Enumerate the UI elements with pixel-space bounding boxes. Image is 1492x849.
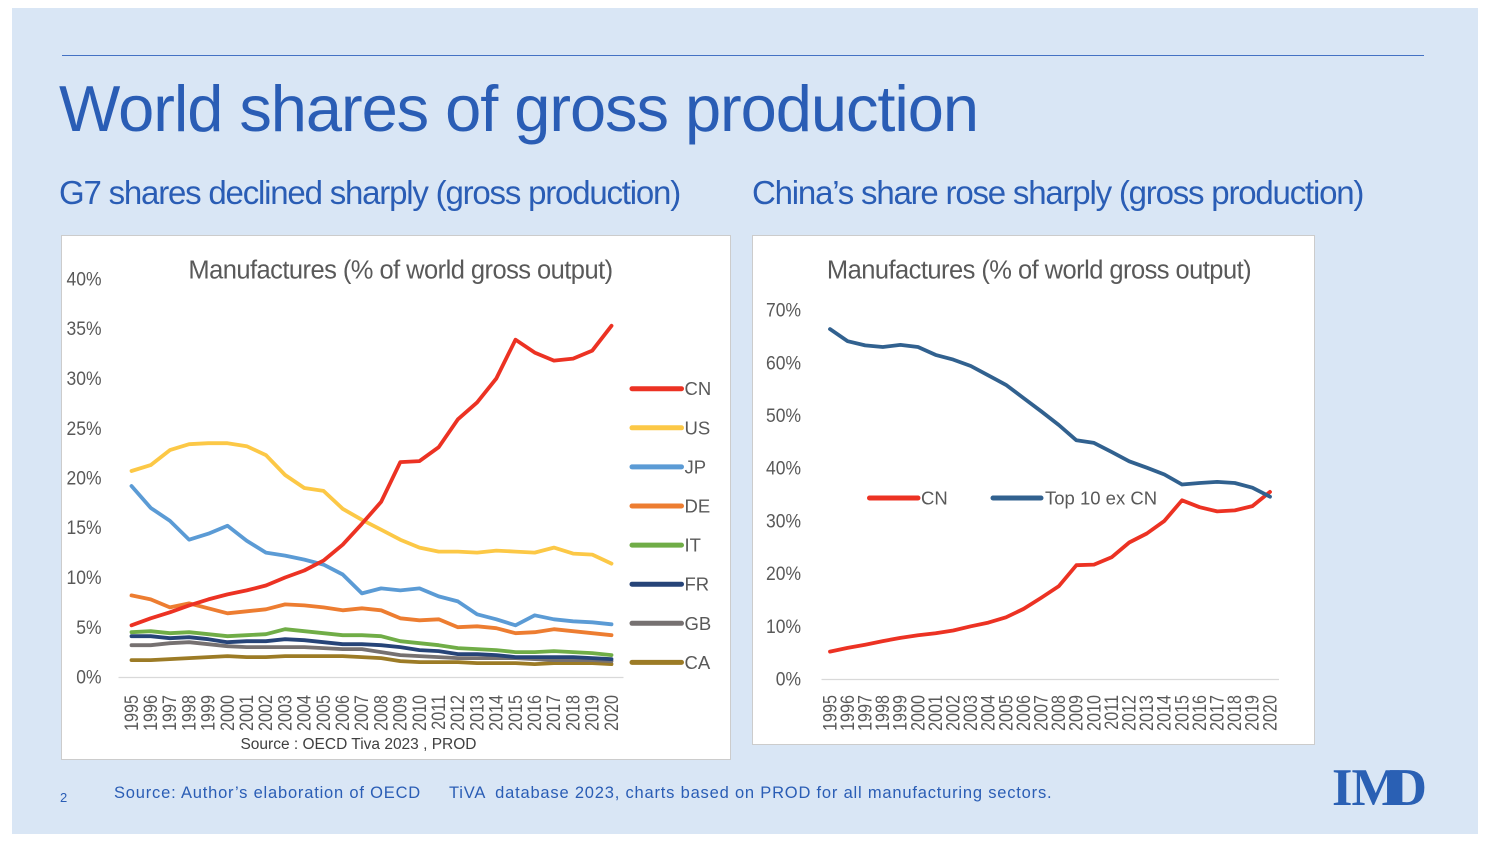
svg-text:2014: 2014 [1153,695,1175,731]
svg-text:1997: 1997 [854,695,876,731]
svg-text:Top 10 ex CN: Top 10 ex CN [1045,488,1157,509]
svg-text:40%: 40% [66,268,101,290]
svg-text:IT: IT [684,535,700,556]
svg-text:2000: 2000 [907,695,929,731]
svg-text:35%: 35% [66,318,101,340]
svg-text:2018: 2018 [562,695,584,731]
svg-text:2019: 2019 [1241,695,1263,731]
svg-text:1995: 1995 [120,695,142,731]
svg-text:1999: 1999 [889,695,911,731]
svg-text:2020: 2020 [600,695,622,731]
svg-text:20%: 20% [766,562,801,584]
svg-text:2005: 2005 [312,695,334,731]
svg-text:D: D [1389,759,1427,817]
svg-text:CN: CN [684,378,711,399]
svg-text:2013: 2013 [466,695,488,731]
svg-text:20%: 20% [66,467,101,489]
svg-text:30%: 30% [766,510,801,532]
svg-text:2003: 2003 [960,695,982,731]
svg-text:2009: 2009 [1065,695,1087,731]
svg-text:2007: 2007 [350,695,372,731]
svg-text:2010: 2010 [1083,695,1105,731]
svg-text:2011: 2011 [427,695,449,730]
svg-text:2014: 2014 [485,695,507,731]
svg-text:2011: 2011 [1101,695,1123,730]
svg-text:2017: 2017 [1206,695,1228,731]
svg-text:25%: 25% [66,417,101,439]
svg-text:1996: 1996 [139,695,161,731]
svg-text:M: M [1352,759,1402,817]
svg-text:2002: 2002 [942,695,964,731]
svg-text:2003: 2003 [274,695,296,731]
svg-text:2009: 2009 [389,695,411,731]
svg-text:2018: 2018 [1224,695,1246,731]
svg-text:CA: CA [684,652,710,673]
svg-text:FR: FR [684,574,709,595]
svg-text:2010: 2010 [408,695,430,731]
svg-text:2006: 2006 [1013,695,1035,731]
svg-text:1995: 1995 [819,695,841,731]
svg-text:50%: 50% [766,404,801,426]
svg-text:2016: 2016 [523,695,545,731]
svg-text:2015: 2015 [504,695,526,731]
svg-text:1998: 1998 [872,695,894,731]
svg-text:0%: 0% [76,666,101,688]
svg-text:2004: 2004 [293,695,315,731]
svg-text:I: I [1332,759,1352,817]
svg-text:1998: 1998 [178,695,200,731]
svg-text:1997: 1997 [158,695,180,731]
svg-text:2008: 2008 [1048,695,1070,731]
svg-text:2005: 2005 [995,695,1017,731]
svg-text:2012: 2012 [446,695,468,731]
svg-text:2007: 2007 [1030,695,1052,731]
svg-text:1999: 1999 [197,695,219,731]
svg-text:30%: 30% [66,367,101,389]
svg-text:2015: 2015 [1171,695,1193,731]
svg-text:DE: DE [684,496,710,517]
svg-text:Source : OECD Tiva 2023 , PROD: Source : OECD Tiva 2023 , PROD [240,736,476,753]
svg-text:Manufactures (% of world gross: Manufactures (% of world gross output) [827,257,1251,285]
svg-text:2013: 2013 [1136,695,1158,731]
svg-text:2006: 2006 [331,695,353,731]
svg-text:70%: 70% [766,299,801,321]
svg-text:Manufactures (% of world gross: Manufactures (% of world gross output) [188,257,612,285]
svg-text:2004: 2004 [977,695,999,731]
svg-text:2016: 2016 [1189,695,1211,731]
svg-text:2002: 2002 [254,695,276,731]
svg-text:10%: 10% [66,566,101,588]
svg-text:60%: 60% [766,352,801,374]
svg-text:2001: 2001 [925,695,947,731]
svg-text:GB: GB [684,613,711,634]
svg-text:40%: 40% [766,457,801,479]
svg-text:2008: 2008 [370,695,392,731]
svg-text:2012: 2012 [1118,695,1140,731]
svg-text:15%: 15% [66,517,101,539]
svg-text:2017: 2017 [542,695,564,731]
svg-text:10%: 10% [766,615,801,637]
svg-text:2019: 2019 [581,695,603,731]
svg-text:JP: JP [684,456,706,477]
svg-text:2001: 2001 [235,695,257,731]
svg-text:0%: 0% [776,668,801,690]
svg-text:2020: 2020 [1259,695,1281,731]
svg-text:5%: 5% [76,616,101,638]
svg-text:1996: 1996 [837,695,859,731]
svg-text:CN: CN [921,488,948,509]
svg-text:2000: 2000 [216,695,238,731]
svg-text:US: US [684,417,710,438]
